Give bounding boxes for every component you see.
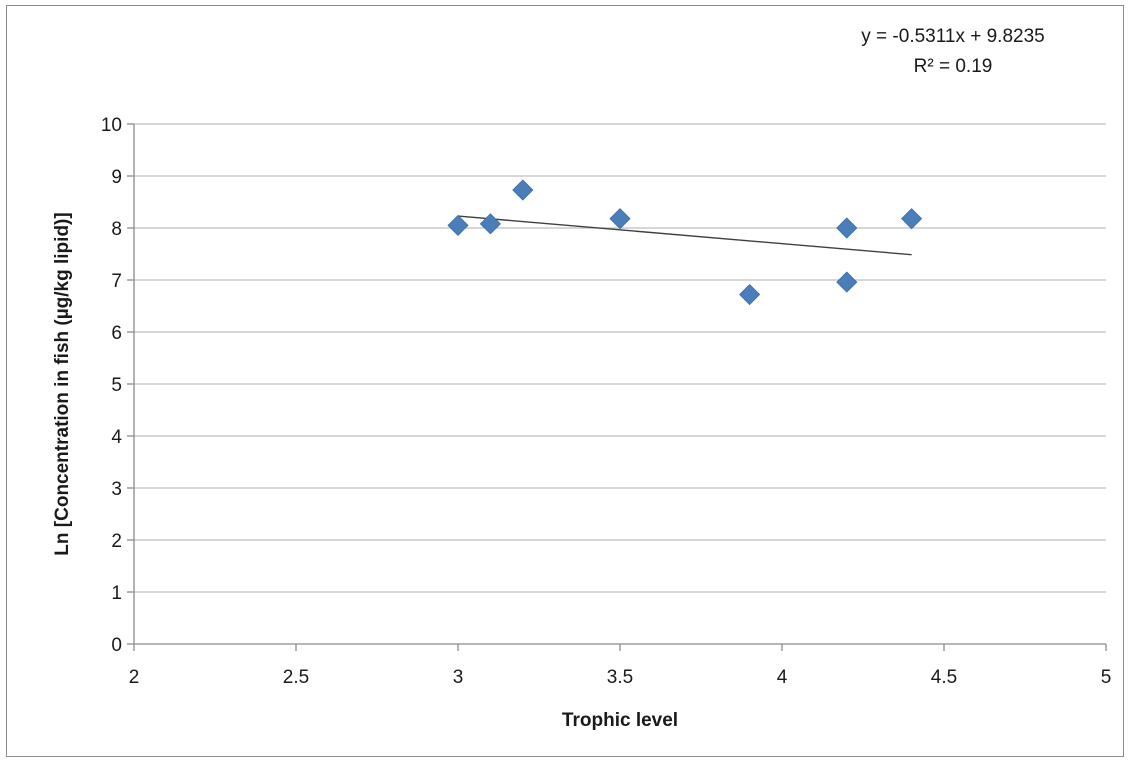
data-point-diamond (901, 208, 923, 230)
trendline-group (457, 215, 912, 256)
data-point-diamond (479, 213, 501, 235)
x-axis-title: Trophic level (562, 710, 678, 731)
y-tick-label: 1 (111, 583, 122, 604)
x-tick-label: 2 (129, 667, 140, 688)
x-tick-label: 4 (777, 667, 788, 688)
chart-area (6, 5, 1124, 757)
data-point-diamond (609, 208, 631, 230)
x-axis-ticks: 2 2.5 3 3.5 4 4.5 5 (129, 644, 1112, 688)
data-point-diamond (512, 179, 534, 201)
y-tick-label: 5 (111, 375, 122, 396)
y-tick-label: 8 (111, 219, 122, 240)
y-tick-label: 0 (111, 635, 122, 656)
x-tick-label: 3.5 (607, 667, 633, 688)
x-tick-label: 4.5 (931, 667, 957, 688)
gridlines (134, 123, 1106, 593)
y-tick-label: 9 (111, 167, 122, 188)
x-tick-label: 2.5 (283, 667, 309, 688)
data-point-diamond (836, 217, 858, 239)
data-point-diamond (447, 214, 469, 236)
y-tick-label: 10 (101, 115, 122, 136)
y-tick-label: 3 (111, 479, 122, 500)
data-point-diamond (739, 283, 761, 306)
y-tick-label: 7 (111, 271, 122, 292)
x-tick-label: 3 (453, 667, 464, 688)
y-axis-title: Ln [Concentration in fish (µg/kg lipid)] (52, 212, 73, 555)
r-squared-label: R² = 0.19 (914, 56, 993, 77)
y-axis-ticks: 0 1 2 3 4 5 6 7 8 9 10 (101, 115, 134, 656)
trendline-equation: y = -0.5311x + 9.8235 (861, 26, 1044, 47)
y-tick-label: 4 (111, 427, 122, 448)
y-tick-label: 6 (111, 323, 122, 344)
x-tick-label: 5 (1101, 667, 1112, 688)
data-point-diamond (836, 271, 858, 293)
linear-trendline (457, 215, 912, 256)
data-points (447, 179, 923, 306)
y-tick-label: 2 (111, 531, 122, 552)
